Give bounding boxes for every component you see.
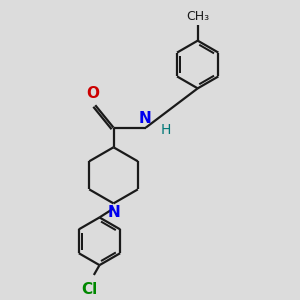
Text: O: O — [86, 86, 100, 101]
Text: N: N — [107, 205, 120, 220]
Text: H: H — [160, 124, 171, 137]
Text: CH₃: CH₃ — [186, 10, 209, 23]
Text: Cl: Cl — [82, 282, 98, 297]
Text: N: N — [139, 111, 151, 126]
